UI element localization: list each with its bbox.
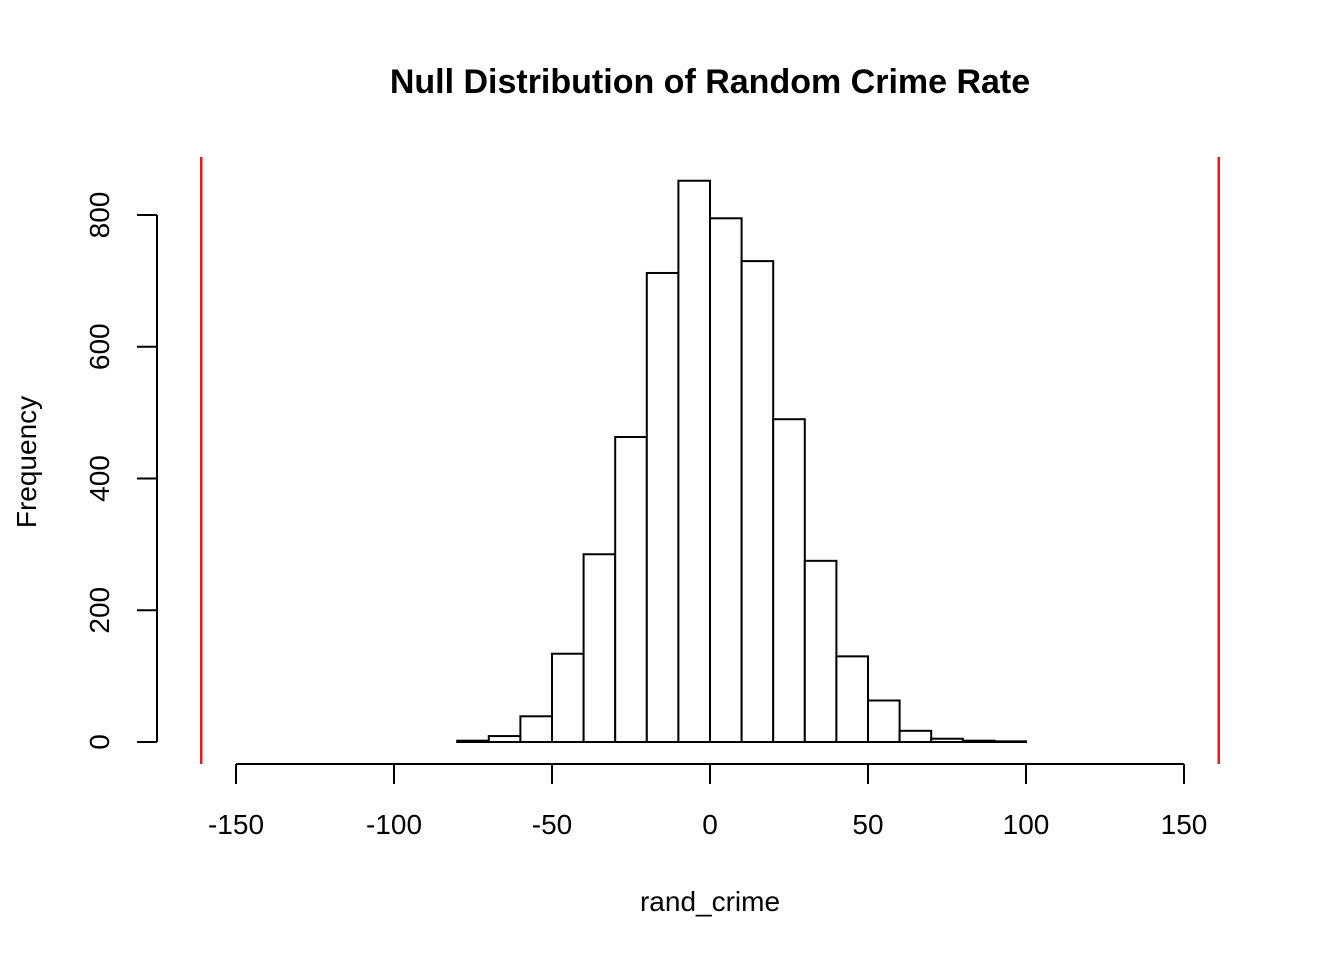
histogram-bar (772, 418, 806, 743)
histogram-bar (898, 729, 933, 744)
x-tick-label: 50 (852, 809, 883, 840)
x-tick-label: 0 (702, 809, 718, 840)
y-tick-label: 200 (84, 587, 115, 634)
histogram-bar (551, 652, 585, 743)
histogram-bar (867, 699, 901, 744)
histogram-bar (582, 553, 617, 743)
histogram-bar (614, 435, 648, 743)
reference-lines (199, 157, 1221, 764)
histogram-bar (930, 737, 964, 743)
histogram-bar (835, 655, 870, 743)
histogram-bar (993, 740, 1028, 743)
histogram-bar (709, 217, 743, 743)
histogram-bar (961, 739, 996, 743)
x-tick-label: 150 (1161, 809, 1208, 840)
x-tick-label: -50 (532, 809, 572, 840)
histogram-bar (645, 271, 680, 743)
x-tick-label: -150 (208, 809, 264, 840)
chart-title: Null Distribution of Random Crime Rate (390, 63, 1030, 101)
y-axis-label: Frequency (11, 396, 42, 528)
y-tick-label: 400 (84, 455, 115, 502)
histogram-bar (740, 260, 775, 743)
x-axis-label: rand_crime (640, 886, 780, 917)
x-tick-label: -100 (366, 809, 422, 840)
histogram-bar (677, 179, 712, 743)
histogram-bar (487, 735, 522, 743)
x-tick-label: 100 (1003, 809, 1050, 840)
histogram-bar (519, 715, 554, 744)
y-tick-label: 600 (84, 323, 115, 370)
x-axis: -150 -100 -50 0 50 100 150 (208, 763, 1208, 840)
histogram-bar (456, 739, 490, 743)
y-tick-label: 800 (84, 192, 115, 239)
y-tick-label: 0 (84, 734, 115, 750)
histogram-bar (803, 559, 838, 743)
histogram-bars (456, 179, 1028, 744)
y-axis: 0 200 400 600 800 (84, 192, 158, 750)
